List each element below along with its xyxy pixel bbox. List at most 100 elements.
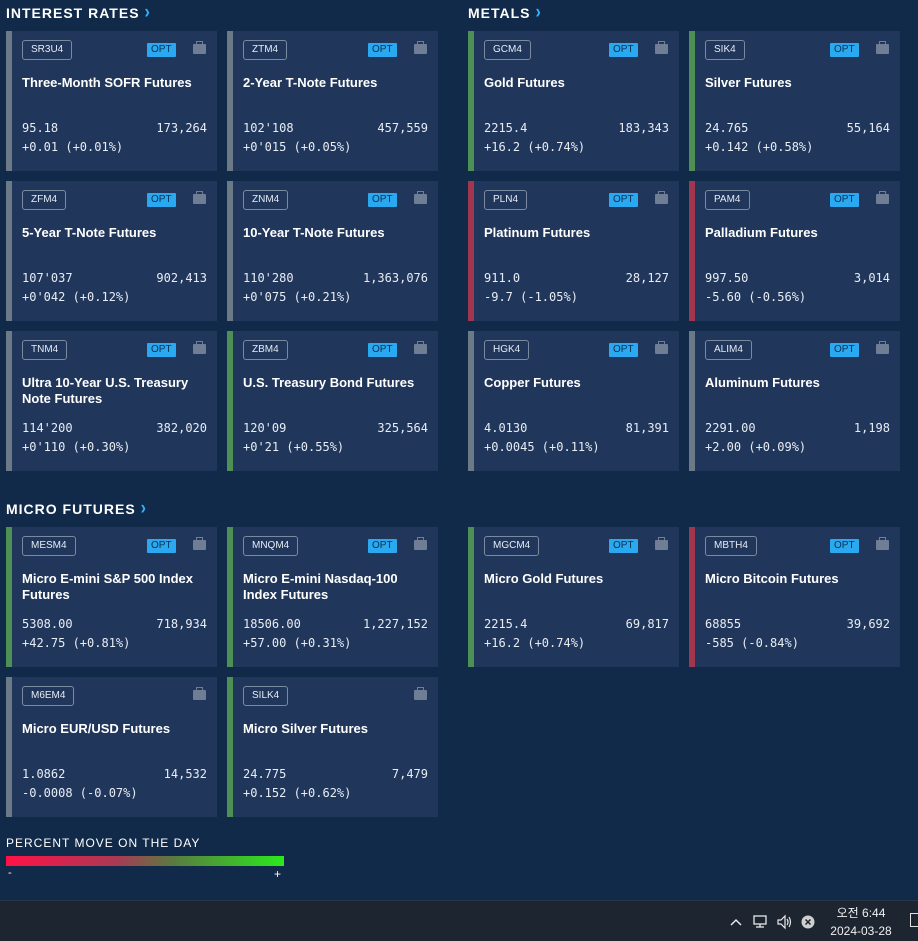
volume: 14,532 (163, 767, 207, 781)
futures-card[interactable]: ZNM4 OPT 10-Year T-Note Futures 110'280 1,36… (227, 181, 438, 321)
briefcase-icon[interactable] (193, 191, 206, 204)
futures-card[interactable]: MNQM4 OPT Micro E-mini Nasdaq-100 Index Fu… (227, 527, 438, 667)
futures-card[interactable]: HGK4 OPT Copper Futures 4.0130 81,391 +0.0045… (468, 331, 679, 471)
volume: 55,164 (846, 121, 890, 135)
network-icon[interactable] (752, 901, 770, 941)
briefcase-icon[interactable] (193, 687, 206, 700)
futures-card[interactable]: ZBM4 OPT U.S. Treasury Bond Futures 120'09 3… (227, 331, 438, 471)
futures-card[interactable]: GCM4 OPT Gold Futures 2215.4 183,343 +16.2 (+… (468, 31, 679, 171)
futures-card[interactable]: ZFM4 OPT 5-Year T-Note Futures 107'037 902,4… (6, 181, 217, 321)
briefcase-icon[interactable] (414, 191, 427, 204)
briefcase-icon[interactable] (876, 41, 889, 54)
opt-badge[interactable]: OPT (368, 43, 397, 57)
contract-name: Copper Futures (484, 375, 581, 390)
opt-badge[interactable]: OPT (609, 343, 638, 357)
briefcase-icon[interactable] (876, 191, 889, 204)
contract-name: Aluminum Futures (705, 375, 820, 390)
opt-badge[interactable]: OPT (147, 193, 176, 207)
futures-card[interactable]: SILK4 Micro Silver Futures 24.775 7,479 +0.1… (227, 677, 438, 817)
symbol-badge: M6EM4 (22, 686, 75, 706)
section-interest-rates[interactable]: INTEREST RATES › (6, 2, 151, 23)
futures-card[interactable]: MBTH4 OPT Micro Bitcoin Futures 68855 39,692… (689, 527, 900, 667)
briefcase-icon[interactable] (876, 537, 889, 550)
opt-badge[interactable]: OPT (147, 43, 176, 57)
futures-card[interactable]: SR3U4 OPT Three-Month SOFR Futures 95.18 173… (6, 31, 217, 171)
opt-badge[interactable]: OPT (830, 539, 859, 553)
notification-icon[interactable] (910, 913, 918, 927)
contract-name: Micro Bitcoin Futures (705, 571, 839, 586)
briefcase-icon[interactable] (655, 191, 668, 204)
opt-badge[interactable]: OPT (609, 539, 638, 553)
volume: 1,227,152 (362, 617, 428, 631)
section-metals-label: METALS (468, 5, 531, 21)
opt-badge[interactable]: OPT (609, 193, 638, 207)
futures-card[interactable]: ALIM4 OPT Aluminum Futures 2291.00 1,198 +2.0… (689, 331, 900, 471)
briefcase-icon[interactable] (655, 341, 668, 354)
futures-card[interactable]: ZTM4 OPT 2-Year T-Note Futures 102'108 457,5… (227, 31, 438, 171)
volume: 718,934 (156, 617, 207, 631)
opt-badge[interactable]: OPT (368, 539, 397, 553)
price-change: -5.60 (-0.56%) (705, 290, 807, 304)
chevron-right-icon: › (535, 2, 542, 23)
volume: 457,559 (377, 121, 428, 135)
section-interest-rates-label: INTEREST RATES (6, 5, 140, 21)
volume: 39,692 (846, 617, 890, 631)
futures-card[interactable]: PAM4 OPT Palladium Futures 997.50 3,014 -5.60… (689, 181, 900, 321)
symbol-badge: MNQM4 (243, 536, 299, 556)
briefcase-icon[interactable] (193, 341, 206, 354)
futures-card[interactable]: PLN4 OPT Platinum Futures 911.0 28,127 -9.7 (… (468, 181, 679, 321)
briefcase-icon[interactable] (414, 687, 427, 700)
taskbar-clock[interactable]: 오전 6:44 2024-03-28 (826, 904, 896, 940)
symbol-badge: MESM4 (22, 536, 76, 556)
price-change: -9.7 (-1.05%) (484, 290, 578, 304)
briefcase-icon[interactable] (655, 41, 668, 54)
tray-overflow-icon[interactable] (729, 901, 743, 941)
briefcase-icon[interactable] (414, 41, 427, 54)
briefcase-icon[interactable] (193, 537, 206, 550)
briefcase-icon[interactable] (876, 341, 889, 354)
briefcase-icon[interactable] (193, 41, 206, 54)
legend-minus: - (8, 867, 12, 879)
symbol-badge: MGCM4 (484, 536, 540, 556)
briefcase-icon[interactable] (414, 537, 427, 550)
opt-badge[interactable]: OPT (830, 343, 859, 357)
contract-name: 10-Year T-Note Futures (243, 225, 385, 240)
chevron-right-icon: › (144, 2, 151, 23)
opt-badge[interactable]: OPT (368, 193, 397, 207)
legend-gradient-bar (6, 856, 284, 866)
volume: 69,817 (625, 617, 669, 631)
opt-badge[interactable]: OPT (147, 343, 176, 357)
price-change: +0.01 (+0.01%) (22, 140, 124, 154)
futures-card[interactable]: MGCM4 OPT Micro Gold Futures 2215.4 69,817 +1… (468, 527, 679, 667)
opt-badge[interactable]: OPT (830, 193, 859, 207)
last-price: 120'09 (243, 421, 287, 435)
futures-card[interactable]: M6EM4 Micro EUR/USD Futures 1.0862 14,532 -0… (6, 677, 217, 817)
volume: 7,479 (391, 767, 428, 781)
last-price: 68855 (705, 617, 742, 631)
symbol-badge: GCM4 (484, 40, 531, 60)
futures-card[interactable]: TNM4 OPT Ultra 10-Year U.S. Treasury Note … (6, 331, 217, 471)
price-change: +0'015 (+0.05%) (243, 140, 352, 154)
close-circle-icon[interactable] (800, 901, 816, 941)
briefcase-icon[interactable] (655, 537, 668, 550)
section-micro-futures[interactable]: MICRO FUTURES › (6, 498, 147, 518)
last-price: 2215.4 (484, 121, 528, 135)
last-price: 114'200 (22, 421, 73, 435)
volume: 902,413 (156, 271, 207, 285)
futures-card[interactable]: SIK4 OPT Silver Futures 24.765 55,164 +0.142 … (689, 31, 900, 171)
opt-badge[interactable]: OPT (147, 539, 176, 553)
symbol-badge: TNM4 (22, 340, 68, 360)
price-change: -0.0008 (-0.07%) (22, 786, 138, 800)
section-metals[interactable]: METALS › (468, 2, 542, 23)
contract-name: Ultra 10-Year U.S. Treasury Note Futures (22, 375, 189, 406)
opt-badge[interactable]: OPT (609, 43, 638, 57)
opt-badge[interactable]: OPT (368, 343, 397, 357)
briefcase-icon[interactable] (414, 341, 427, 354)
price-change: +57.00 (+0.31%) (243, 636, 352, 650)
symbol-badge: ZFM4 (22, 190, 67, 210)
futures-card[interactable]: MESM4 OPT Micro E-mini S&P 500 Index Futur… (6, 527, 217, 667)
volume-icon[interactable] (776, 901, 794, 941)
opt-badge[interactable]: OPT (830, 43, 859, 57)
last-price: 1.0862 (22, 767, 66, 781)
volume: 382,020 (156, 421, 207, 435)
